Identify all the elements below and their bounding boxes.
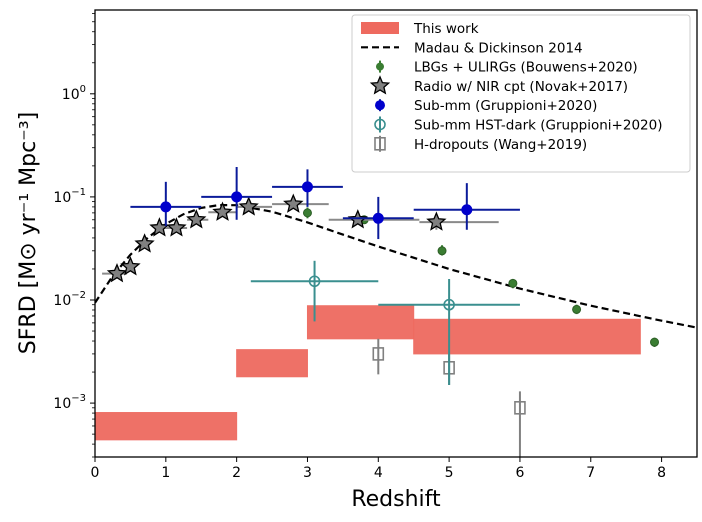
legend-entry: LBGs + ULIRGs (Bouwens+2020) — [376, 60, 638, 76]
x-tick-label: 0 — [91, 465, 100, 481]
y-axis-label: SFRD [M⊙ yr⁻¹ Mpc⁻³] — [16, 112, 41, 354]
circle-marker — [437, 246, 447, 256]
legend-entry: This work — [361, 21, 479, 37]
data-point — [378, 278, 520, 385]
x-tick-label: 3 — [303, 465, 312, 481]
series-band — [95, 305, 641, 441]
legend-entry: Sub-mm HST-dark (Gruppioni+2020) — [374, 116, 662, 134]
circle-icon — [376, 62, 384, 71]
axes-frame — [94, 9, 698, 458]
data-point — [419, 211, 499, 231]
circle-marker — [231, 191, 243, 203]
data-point — [342, 196, 414, 240]
circle-marker — [461, 204, 473, 216]
legend-label: Radio w/ NIR cpt (Novak+2017) — [414, 79, 628, 95]
x-tick-label: 6 — [515, 465, 524, 481]
star-marker — [166, 217, 187, 237]
circle-marker — [160, 201, 172, 213]
series-group — [95, 167, 697, 457]
y-tick-label: 10−3 — [53, 393, 86, 412]
open-circle-icon — [374, 118, 386, 131]
star-marker — [186, 209, 207, 229]
star-icon — [369, 75, 391, 95]
circle-marker — [372, 212, 384, 224]
open-square-marker — [372, 347, 385, 361]
star-marker — [283, 193, 304, 213]
band-bin — [413, 318, 641, 355]
plot-area — [95, 167, 697, 457]
star-marker — [238, 196, 259, 216]
data-point — [372, 338, 385, 375]
data-point — [250, 260, 379, 322]
data-point — [650, 337, 660, 348]
y-tick-label: 10−2 — [53, 290, 86, 309]
x-tick-label: 2 — [232, 465, 241, 481]
legend-label: This work — [413, 21, 479, 37]
data-point — [134, 233, 155, 253]
x-axis-label: Redshift — [351, 487, 441, 512]
data-point — [272, 193, 329, 213]
star-marker — [426, 211, 447, 231]
circle-marker — [301, 181, 313, 193]
data-point — [130, 181, 202, 227]
open-square-marker — [514, 401, 526, 415]
star-marker — [120, 256, 141, 276]
legend-entry: H-dropouts (Wang+2019) — [374, 135, 587, 153]
open-circle-marker — [443, 298, 455, 311]
star-marker — [134, 233, 155, 253]
x-tick-label: 1 — [161, 465, 170, 481]
data-point — [302, 207, 312, 219]
legend-swatch — [361, 22, 399, 34]
data-point — [272, 169, 343, 207]
band-bin — [236, 349, 308, 378]
data-point — [413, 183, 520, 230]
circle-marker — [650, 337, 660, 347]
y-tick-label: 10−1 — [53, 187, 86, 206]
legend-box — [351, 14, 691, 173]
axis-ticks: 0 1 2 3 4 5 6 7 8 100 10−1 10−2 10−3 — [53, 13, 666, 481]
data-point — [236, 196, 273, 216]
x-tick-label: 8 — [657, 465, 666, 481]
circle-icon — [375, 100, 385, 111]
data-point — [120, 256, 141, 276]
band-bin — [306, 305, 415, 340]
circle-marker — [508, 278, 518, 288]
band-bin — [95, 412, 238, 441]
series-star — [102, 193, 499, 283]
legend-label: H-dropouts (Wang+2019) — [414, 137, 587, 153]
legend-entry: Madau & Dickinson 2014 — [361, 40, 583, 56]
star-marker — [106, 262, 128, 283]
star-marker — [212, 201, 233, 221]
legend-label: LBGs + ULIRGs (Bouwens+2020) — [414, 60, 638, 76]
y-tick-label: 100 — [62, 84, 86, 103]
data-point — [208, 201, 237, 221]
series-open-circle — [250, 260, 520, 385]
data-point — [514, 391, 526, 457]
legend-label: Madau & Dickinson 2014 — [414, 40, 583, 56]
x-tick-label: 7 — [586, 465, 595, 481]
legend-entry: Radio w/ NIR cpt (Novak+2017) — [369, 75, 628, 95]
legend: This work Madau & Dickinson 2014 LBGs + UL… — [351, 14, 691, 173]
series-filled-circle — [130, 167, 520, 240]
open-circle-marker — [308, 275, 321, 288]
data-point — [572, 304, 582, 315]
data-point — [102, 262, 128, 283]
legend-label: Sub-mm (Gruppioni+2020) — [414, 98, 597, 114]
data-point — [186, 209, 209, 229]
open-square-icon — [374, 137, 386, 151]
legend-entry: Sub-mm (Gruppioni+2020) — [375, 98, 597, 114]
circle-marker — [302, 208, 312, 218]
legend-label: Sub-mm HST-dark (Gruppioni+2020) — [414, 118, 662, 134]
data-point — [165, 217, 188, 237]
data-point — [508, 278, 518, 289]
circle-marker — [572, 304, 582, 314]
x-tick-label: 5 — [445, 465, 454, 481]
data-point — [437, 245, 447, 256]
x-tick-label: 4 — [374, 465, 383, 481]
data-point — [201, 167, 273, 220]
